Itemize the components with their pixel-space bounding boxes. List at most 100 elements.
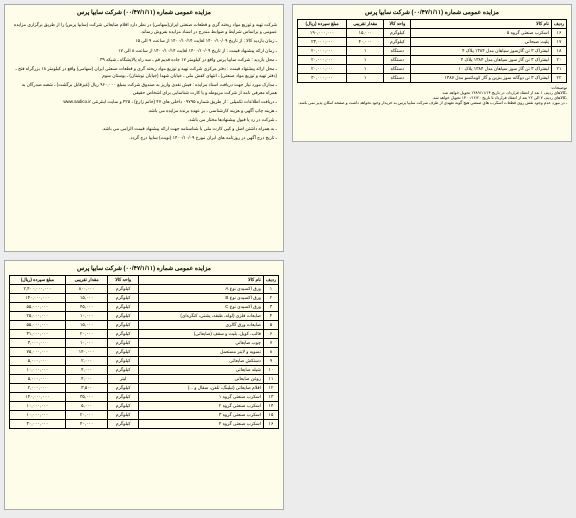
table-row: ۱۱روغن صایعاتیلیتر۴,۰۰۰۵,۰۰۰,۰۰۰ <box>10 375 279 384</box>
table-row: ۱ورق اکسیدی نوع Aکیلوگرم۸۰۰,۰۰۰۲,۴۰۰,۰۰۰… <box>10 285 279 294</box>
cell: ۱۴۰,۰۰۰,۰۰۰ <box>10 393 66 402</box>
cell: ۲۰,۰۰۰ <box>65 411 108 420</box>
table-row: ۱۰شیله صایعاتیکیلوگرم۴,۰۰۰۱۰,۰۰۰,۰۰۰ <box>10 366 279 375</box>
cell: ورق اکسیدی نوع C <box>138 303 263 312</box>
cell: ۱ <box>263 285 278 294</box>
title-tr: مزایده عمومی شماره (۰۰/۴۷/۱/۱۱) شرکت سای… <box>297 9 567 16</box>
cell: ۵۵,۰۰۰,۰۰۰ <box>10 303 66 312</box>
cell: ۱۷ <box>551 38 566 47</box>
cell: کیلوگرم <box>108 357 139 366</box>
cell: دستگاه <box>384 65 411 74</box>
table-bl: ردیفنام کالاواحد کالامقدار تقریبیمبلغ سپ… <box>9 275 279 429</box>
auction-doc-right: مزایده عمومی شماره (۰۰/۴۷/۱/۱۱) شرکت سای… <box>292 4 572 142</box>
table-row: ۱۵اسکرب صنعتی گروه ۳کیلوگرم۲۰,۰۰۰۱۰,۰۰۰,… <box>10 411 279 420</box>
cell: ورق اکسیدی نوع B <box>138 294 263 303</box>
cell: اسکرب صنعتی گروه ۳ <box>138 411 263 420</box>
title-bl: مزایده عمومی شماره (۰۰/۴۷/۱/۱۱) شرکت سای… <box>9 265 279 272</box>
cell: تسویه و لاینر مستعمل <box>138 348 263 357</box>
cell: ۲۲ <box>551 74 566 83</box>
body-line: ـ دریافت اطلاعات تکمیلی : از طریق شماره … <box>11 98 277 105</box>
cell: لیفتراک ۳ تن گازسوز سپاهان مدل ۱۳۸۴ پلاک… <box>411 47 552 56</box>
cell: کیلوگرم <box>108 402 139 411</box>
cell: پلیت صبحانی <box>411 38 552 47</box>
cell: ۱۰,۰۰۰,۰۰۰ <box>10 366 66 375</box>
col-header: ردیف <box>551 20 566 29</box>
cell: دستگاه <box>384 56 411 65</box>
cell: ۳ <box>263 303 278 312</box>
cell: لیفتراک ۳ تن گاز سوز سپاهان مدل ۱۳۸۴ پلا… <box>411 65 552 74</box>
cell: صایعات ورق گالری <box>138 321 263 330</box>
cell: ۱۵ <box>263 411 278 420</box>
table-row: ۱۳اسکرب صنعتی گروه ۱کیلوگرم۳۵,۰۰۰۱۴۰,۰۰۰… <box>10 393 279 402</box>
col-header: مقدار تقریبی <box>347 20 384 29</box>
cell: ۶ <box>263 330 278 339</box>
cell: ۲۵,۰۰۰,۰۰۰ <box>10 312 66 321</box>
cell: لیفتراک ۳ تن دوگانه سوز بنزین و گاز کوما… <box>411 74 552 83</box>
col-header: واحد کالا <box>384 20 411 29</box>
cell: ۷۵,۰۰۰,۰۰۰ <box>10 348 66 357</box>
cell: ۲۰ <box>551 56 566 65</box>
body-line: شرکت تهیه و توزیع مواد ریخته گری و قطعات… <box>11 21 277 35</box>
table-row: ۱۴اسکرب صنعتی گروه ۲کیلوگرم۵,۰۰۰۱۰,۰۰۰,۰… <box>10 402 279 411</box>
cell: ۱۰,۰۰۰ <box>65 312 108 321</box>
cell: کیلوگرم <box>108 384 139 393</box>
col-header: مقدار تقریبی <box>65 276 108 285</box>
cell: ۴۰,۰۰۰ <box>65 420 108 429</box>
cell: کیلوگرم <box>384 29 411 38</box>
cell: دستکش صایعاتی <box>138 357 263 366</box>
cell: ۸۰۰,۰۰۰ <box>65 285 108 294</box>
cell: ۴۵,۰۰۰ <box>65 303 108 312</box>
body-line: ـ زمان ارائه پیشنهاد قیمت : از تاریخ ۱۴۰… <box>11 47 277 54</box>
cell: ۴۰,۰۰۰ <box>347 38 384 47</box>
cell: ۲۳,۰۰۰,۰۰۰ <box>298 38 347 47</box>
cell: ۱۵,۰۰۰ <box>65 294 108 303</box>
body-line: ـ شرکت در رد یا قبول پیشنهادها مختار می … <box>11 116 277 123</box>
col-header: ردیف <box>263 276 278 285</box>
cell: ۱۲ <box>263 384 278 393</box>
body-line: ـ زمان بازدید کالا : از تاریخ ۱۴۰۰/۱۰/۰۹… <box>11 37 277 44</box>
cell: ۴,۰۰۰ <box>65 366 108 375</box>
cell: ۲,۴۰۰,۰۰۰,۰۰۰ <box>10 285 66 294</box>
cell: روغن صایعاتی <box>138 375 263 384</box>
col-header: مبلغ سپرده (ریال) <box>298 20 347 29</box>
table-row: ۹دستکش صایعاتیکیلوگرم۲,۰۰۰۵,۰۰۰,۰۰۰ <box>10 357 279 366</box>
cell: دستگاه <box>384 74 411 83</box>
cell: ورق اکسیدی نوع A <box>138 285 263 294</box>
body-line: ـ مدارک مورد نیاز جهت دریافت اسناد مزاید… <box>11 81 277 95</box>
cell: ۲۰,۰۰۰,۰۰۰ <box>298 47 347 56</box>
table-row: ۱۲اقلام صایعاتی (تیلینگ، تلفن، سقال و ..… <box>10 384 279 393</box>
cell: ۴,۰۰۰ <box>65 375 108 384</box>
cell: ۱۰,۰۰۰ <box>65 339 108 348</box>
cell: ۱ <box>347 65 384 74</box>
note-line: ـ در مورد عدم وجود نقش روی قطعات اسکرب ه… <box>297 100 567 105</box>
table-row: ۲۲لیفتراک ۳ تن دوگانه سوز بنزین و گاز کو… <box>298 74 567 83</box>
table-row: ۱۷پلیت صبحانیکیلوگرم۴۰,۰۰۰۲۳,۰۰۰,۰۰۰ <box>298 38 567 47</box>
table-row: ۱۸لیفتراک ۳ تن گازسوز سپاهان مدل ۱۳۸۴ پل… <box>298 47 567 56</box>
cell: کیلوگرم <box>108 339 139 348</box>
table-row: ۲ورق اکسیدی نوع Bکیلوگرم۱۵,۰۰۰۱۴۰,۰۰۰,۰۰… <box>10 294 279 303</box>
table-row: ۷چوب صایعاتیکیلوگرم۱۰,۰۰۰۳,۰۰۰,۰۰۰ <box>10 339 279 348</box>
cell: ۵,۰۰۰ <box>65 402 108 411</box>
cell: ۱۰,۰۰۰,۰۰۰ <box>10 402 66 411</box>
cell: لیفتراک ۳ تن گاز سوز سپاهان مدل ۱۳۸۴ پلا… <box>411 56 552 65</box>
cell: ۲,۰۰۰,۰۰۰ <box>10 384 66 393</box>
cell: ۲,۰۰۰ <box>65 357 108 366</box>
cell: ۸ <box>263 348 278 357</box>
cell: کیلوگرم <box>108 420 139 429</box>
cell: ۱۰,۰۰۰,۰۰۰ <box>10 411 66 420</box>
cell: ۱۵,۰۰۰ <box>347 29 384 38</box>
col-header: مبلغ سپرده (ریال) <box>10 276 66 285</box>
table-row: ۱۶اسکرب صنعتی گروه ۵کیلوگرم۱۵,۰۰۰۱۹۰,۰۰۰… <box>298 29 567 38</box>
cell: کیلوگرم <box>108 294 139 303</box>
cell: ۱۶ <box>551 29 566 38</box>
notes-tr: توضیحات:ـ‌کالاهای ردیف ۱ بعد از انعقاد ق… <box>297 85 567 105</box>
cell: اسکرب صنعتی گروه ۴ <box>138 420 263 429</box>
cell: کیلوگرم <box>108 366 139 375</box>
table-row: ۳ورق اکسیدی نوع Cکیلوگرم۴۵,۰۰۰۵۵,۰۰۰,۰۰۰ <box>10 303 279 312</box>
cell: اسکرب صنعتی گروه ۵ <box>411 29 552 38</box>
cell: کیلوگرم <box>108 312 139 321</box>
auction-doc-left-top: مزایده عمومی شماره (۰۰/۴۷/۱/۱۱) شرکت سای… <box>4 4 284 252</box>
cell: کیلوگرم <box>108 393 139 402</box>
cell: ۲ <box>263 294 278 303</box>
body-line: ـ محل بازدید : شرکت سایپا پرس واقع در کی… <box>11 56 277 63</box>
